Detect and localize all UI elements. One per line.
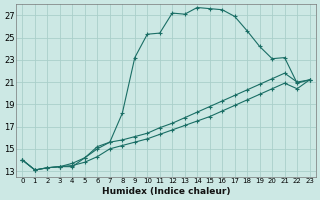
X-axis label: Humidex (Indice chaleur): Humidex (Indice chaleur) — [102, 187, 230, 196]
